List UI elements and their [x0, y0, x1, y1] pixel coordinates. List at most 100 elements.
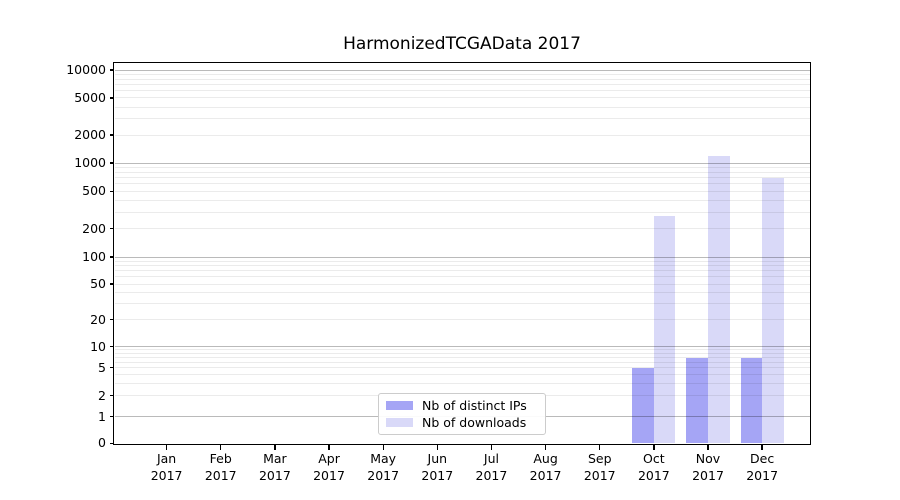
x-axis-tick: [165, 445, 168, 450]
x-axis-tick-label: Apr 2017: [313, 451, 345, 483]
minor-gridline: [114, 260, 810, 262]
minor-gridline: [114, 78, 810, 80]
y-axis-tick: [109, 69, 114, 71]
minor-gridline: [114, 303, 810, 305]
x-axis-tick-label: Sep 2017: [583, 451, 616, 483]
y-axis-tick-label: 10: [90, 338, 106, 354]
y-axis-tick: [109, 97, 114, 99]
y-axis-tick: [109, 162, 114, 164]
minor-gridline: [114, 166, 810, 168]
y-axis-tick: [109, 346, 114, 348]
y-axis-tick-label: 5: [98, 359, 106, 375]
bar-downloads: [653, 216, 676, 444]
minor-gridline: [114, 97, 810, 99]
y-axis-tick-label: 2000: [74, 127, 106, 142]
major-gridline: [114, 69, 810, 71]
bar-distinct-ips: [740, 357, 763, 444]
legend-swatch-distinct-ips: [386, 400, 413, 410]
minor-gridline: [114, 270, 810, 272]
x-axis-tick-label: Feb 2017: [204, 451, 237, 483]
y-axis-tick-label: 1000: [74, 155, 106, 170]
minor-gridline: [114, 183, 810, 185]
y-axis-tick-label: 50: [90, 276, 106, 291]
minor-gridline: [114, 228, 810, 230]
minor-gridline: [114, 118, 810, 120]
minor-gridline: [114, 171, 810, 173]
y-axis-tick: [109, 283, 114, 285]
y-axis-tick-label: 2: [98, 387, 106, 403]
y-axis-tick-label: 0: [98, 435, 106, 451]
chart-title: HarmonizedTCGAData 2017: [343, 34, 581, 54]
y-axis-tick: [109, 319, 114, 321]
bar-distinct-ips: [632, 367, 654, 444]
x-axis-tick-label: Dec 2017: [746, 451, 779, 483]
minor-gridline: [114, 357, 810, 359]
x-axis-tick: [707, 445, 709, 450]
y-axis-tick: [109, 394, 114, 397]
minor-gridline: [114, 352, 810, 354]
x-axis-tick: [599, 445, 601, 450]
y-axis-tick: [109, 256, 114, 258]
x-axis-tick: [220, 445, 222, 450]
minor-gridline: [114, 292, 810, 294]
minor-gridline: [114, 349, 810, 351]
x-axis-tick: [490, 445, 493, 450]
y-axis-tick: [109, 442, 114, 444]
bar-distinct-ips: [686, 357, 708, 444]
minor-gridline: [114, 83, 810, 85]
minor-gridline: [114, 374, 810, 376]
x-axis-tick-label: Aug 2017: [529, 451, 562, 483]
x-axis-tick: [274, 445, 276, 450]
bar-downloads: [708, 155, 730, 444]
x-axis-tick-label: Mar 2017: [258, 451, 291, 483]
legend-label-distinct-ips: Nb of distinct IPs: [422, 397, 527, 413]
legend-item-distinct-ips: Nb of distinct IPs: [386, 398, 537, 413]
y-axis-tick: [109, 228, 114, 230]
y-axis-tick: [109, 416, 114, 418]
y-axis-tick: [109, 367, 114, 369]
x-axis-tick: [382, 445, 384, 450]
x-axis-tick: [761, 445, 763, 450]
x-axis-tick-label: May 2017: [367, 451, 400, 483]
major-gridline: [114, 346, 810, 348]
y-axis-tick-label: 200: [82, 220, 106, 236]
minor-gridline: [114, 90, 810, 92]
x-axis-tick-label: Nov 2017: [692, 451, 724, 483]
x-axis-tick: [653, 445, 655, 450]
legend-swatch-downloads: [386, 418, 413, 428]
minor-gridline: [114, 265, 810, 267]
y-axis-tick-label: 20: [90, 311, 106, 327]
minor-gridline: [114, 276, 810, 278]
legend-label-downloads: Nb of downloads: [422, 415, 527, 431]
minor-gridline: [114, 283, 810, 285]
x-axis-tick: [436, 445, 438, 450]
minor-gridline: [114, 73, 810, 75]
y-axis-tick-label: 500: [82, 183, 106, 199]
x-axis-tick-label: Oct 2017: [637, 451, 670, 483]
x-axis-tick: [328, 445, 330, 450]
y-axis-tick-label: 10000: [66, 62, 106, 77]
bar-downloads: [762, 177, 784, 444]
y-axis-tick: [109, 190, 114, 192]
y-axis-tick: [109, 134, 114, 136]
minor-gridline: [114, 134, 810, 136]
minor-gridline: [114, 361, 810, 363]
major-gridline: [114, 256, 810, 258]
minor-gridline: [114, 177, 810, 179]
minor-gridline: [114, 106, 810, 108]
legend-item-downloads: Nb of downloads: [386, 415, 537, 430]
y-axis-tick-label: 100: [82, 249, 106, 264]
x-axis-tick-label: Jul 2017: [475, 451, 508, 483]
minor-gridline: [114, 382, 810, 384]
x-axis-tick-label: Jun 2017: [421, 451, 454, 483]
minor-gridline: [114, 319, 810, 321]
x-axis-tick: [544, 445, 547, 450]
legend: Nb of distinct IPs Nb of downloads: [378, 393, 546, 435]
y-axis-tick-label: 1: [98, 408, 106, 424]
y-axis-tick-label: 5000: [74, 89, 106, 105]
minor-gridline: [114, 190, 810, 192]
